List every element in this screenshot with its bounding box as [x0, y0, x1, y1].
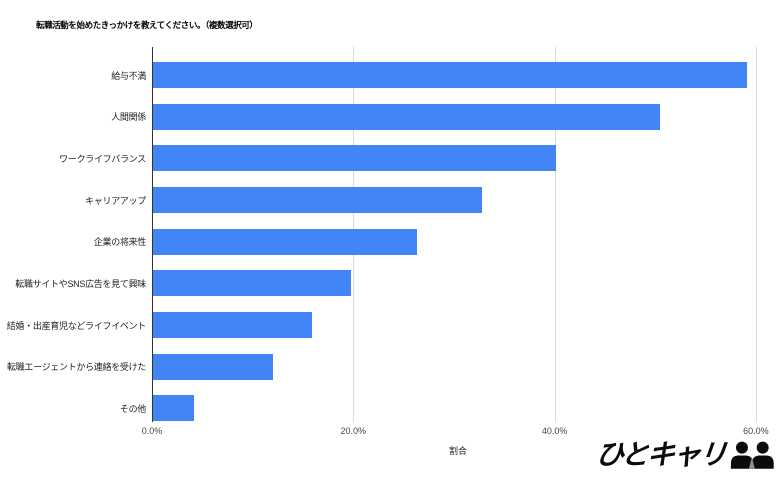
y-axis-line — [152, 47, 153, 422]
bar — [153, 270, 352, 297]
x-tick-label: 0.0% — [141, 426, 163, 436]
category-label: 転職エージェントから連絡を受けた — [6, 362, 146, 373]
category-label: キャリアアップ — [85, 195, 146, 206]
bar — [153, 228, 417, 255]
category-label: その他 — [119, 403, 146, 414]
bar — [153, 145, 556, 172]
bar — [153, 353, 273, 380]
category-label: 転職サイトやSNS広告を見て興味 — [15, 278, 146, 289]
x-tick-label: 40.0% — [541, 426, 568, 436]
logo: ひとキャリ — [594, 433, 776, 474]
gridline — [755, 47, 757, 422]
x-tick-label: 20.0% — [340, 426, 367, 436]
category-label: 結婚・出産育児などライフイベント — [6, 320, 147, 331]
bar — [153, 103, 661, 130]
bar — [153, 187, 483, 213]
category-label: 給与不満 — [111, 70, 146, 81]
x-axis-title: 割合 — [448, 446, 467, 456]
category-label: ワークライフバランス — [59, 153, 146, 164]
x-tick-label: 60.0% — [743, 426, 769, 436]
gridline — [554, 47, 556, 422]
bar — [153, 62, 747, 88]
chart-title: 転職活動を始めたきっかけを教えてください。（複数選択可） — [36, 20, 258, 30]
logo-text: ひとキャリ — [594, 439, 727, 470]
plot-area — [152, 47, 765, 422]
category-label: 企業の将来性 — [93, 237, 147, 248]
category-label: 人間関係 — [111, 112, 146, 123]
bar — [153, 395, 195, 422]
people-icon — [730, 441, 776, 474]
bar — [153, 312, 312, 338]
